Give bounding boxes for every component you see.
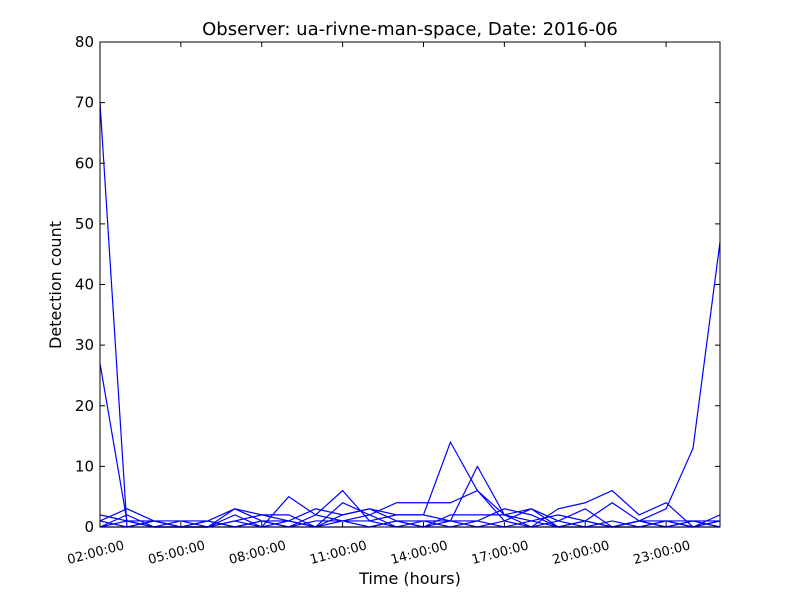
y-tick-label: 70 <box>75 94 94 112</box>
y-tick-label: 60 <box>75 154 94 172</box>
y-tick-label: 0 <box>84 518 94 536</box>
y-tick-label: 20 <box>75 397 94 415</box>
y-tick-label: 50 <box>75 215 94 233</box>
x-axis-label: Time (hours) <box>358 569 461 588</box>
chart-title: Observer: ua-rivne-man-space, Date: 2016… <box>202 19 618 40</box>
plot-frame <box>99 41 721 528</box>
y-axis-label: Detection count <box>46 221 65 349</box>
y-tick-label: 80 <box>75 33 94 51</box>
y-tick-label: 10 <box>75 457 94 475</box>
y-tick-label: 30 <box>75 336 94 354</box>
y-tick-label: 40 <box>75 276 94 294</box>
